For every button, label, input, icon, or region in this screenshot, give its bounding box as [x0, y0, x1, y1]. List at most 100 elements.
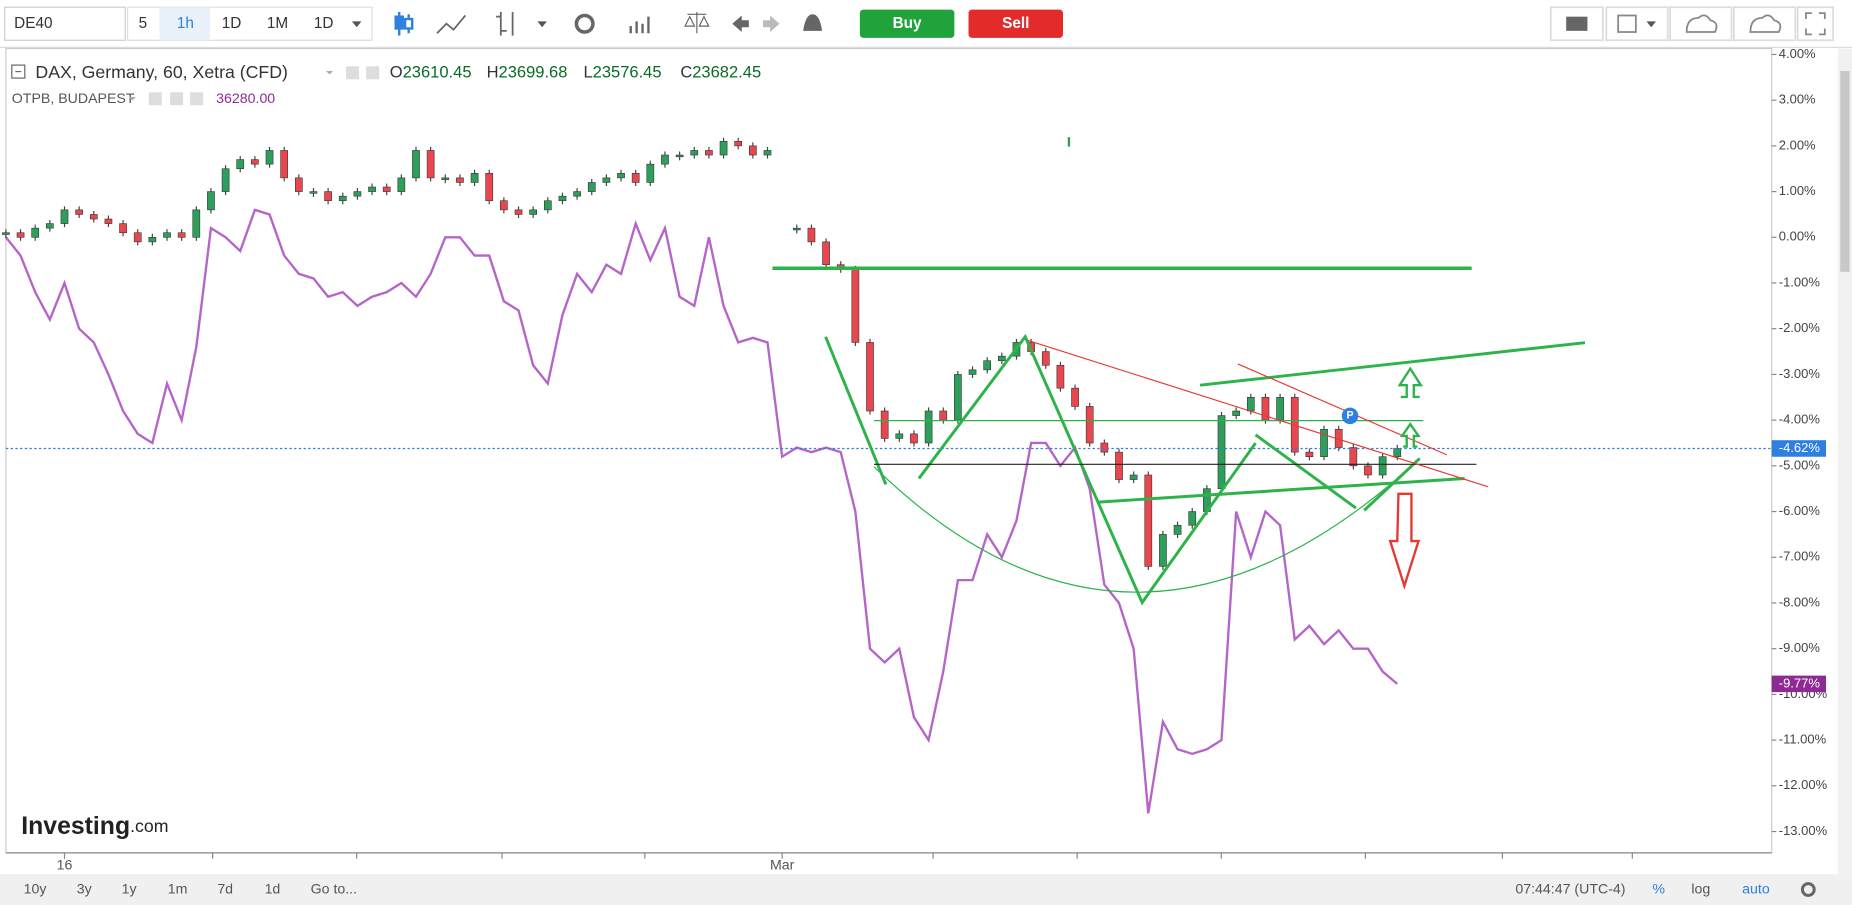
- buy-button[interactable]: [859, 9, 955, 38]
- candle: [500, 200, 508, 211]
- candle: [719, 141, 728, 156]
- interval[interactable]: 1D: [222, 15, 242, 32]
- candle: [177, 232, 186, 238]
- candle: [880, 410, 889, 439]
- range[interactable]: 1m: [168, 881, 188, 897]
- candle: [1159, 534, 1167, 567]
- layout-button[interactable]: [1605, 6, 1669, 42]
- active-interval: [159, 7, 211, 41]
- candle: [46, 223, 54, 229]
- candle: [1100, 442, 1109, 453]
- candle: [1232, 410, 1241, 416]
- undo-icon[interactable]: [732, 15, 749, 33]
- y-tick-label: -1.00%: [1779, 274, 1821, 289]
- candle-type-icon[interactable]: [394, 11, 414, 36]
- y-tick-label: 3.00%: [1779, 92, 1816, 107]
- x-axis-ticks: [212, 852, 1633, 859]
- log-toggle[interactable]: log: [1691, 881, 1710, 897]
- candle: [338, 195, 347, 202]
- candle: [1041, 351, 1050, 366]
- ohlc-item: H23699.68: [487, 63, 568, 82]
- candle: [382, 186, 391, 192]
- camera-button[interactable]: [1549, 6, 1604, 42]
- candle: [192, 209, 201, 238]
- candle: [983, 360, 992, 371]
- candle: [1276, 396, 1284, 421]
- ohlc-value: 23610.45: [403, 63, 472, 82]
- candle: [968, 369, 977, 375]
- candle: [529, 209, 537, 215]
- y-tick-label: -5.00%: [1779, 457, 1821, 472]
- alert-icon[interactable]: [803, 14, 823, 31]
- candle: [31, 227, 40, 238]
- candle: [954, 374, 962, 421]
- candle: [617, 173, 625, 179]
- footer-settings[interactable]: [1800, 882, 1816, 897]
- bar-icon[interactable]: [496, 11, 514, 36]
- dropdown[interactable]: [351, 21, 362, 28]
- interval[interactable]: 1D: [314, 15, 334, 32]
- candle: [792, 227, 801, 231]
- candle: [1378, 456, 1387, 476]
- price-badge-label: -4.62%: [1779, 440, 1821, 455]
- range[interactable]: 1y: [122, 881, 138, 897]
- candle: [763, 150, 772, 156]
- goto[interactable]: Go to...: [311, 881, 357, 897]
- compare-icon[interactable]: [684, 11, 710, 34]
- candle: [646, 163, 655, 183]
- candle: [1144, 474, 1153, 567]
- range[interactable]: 1d: [265, 881, 281, 897]
- percent-toggle[interactable]: %: [1652, 881, 1665, 897]
- y-tick-label: -6.00%: [1779, 503, 1821, 518]
- candle: [163, 232, 171, 238]
- plot-area: [5, 47, 1773, 854]
- logo-brand: Investing: [21, 812, 130, 839]
- candle: [353, 191, 362, 197]
- symbol-input[interactable]: [4, 6, 126, 41]
- save-button[interactable]: [1733, 6, 1797, 42]
- candle: [705, 150, 713, 156]
- interval[interactable]: 1M: [267, 15, 288, 32]
- candle: [602, 177, 611, 183]
- range[interactable]: 3y: [77, 881, 93, 897]
- candle: [148, 237, 157, 243]
- y-tick-label: -13.00%: [1779, 823, 1828, 838]
- candle: [397, 177, 406, 192]
- redo-icon[interactable]: [763, 15, 780, 33]
- settings-icon[interactable]: [574, 13, 595, 34]
- candle: [104, 218, 113, 224]
- y-tick-label: -8.00%: [1779, 594, 1821, 609]
- ohlc-value: 23699.68: [499, 63, 568, 82]
- sell-label: Sell: [1002, 15, 1029, 32]
- sell-button[interactable]: [968, 9, 1064, 38]
- y-tick-label: 1.00%: [1779, 183, 1816, 198]
- candle: [851, 269, 860, 343]
- fullscreen-button[interactable]: [1796, 6, 1834, 42]
- y-tick-label: -2.00%: [1779, 320, 1821, 335]
- candle: [749, 145, 757, 156]
- drawings: P: [772, 137, 1586, 606]
- price-badge: [1771, 440, 1827, 457]
- interval[interactable]: 5: [139, 15, 148, 32]
- studies-icon[interactable]: [629, 16, 650, 34]
- svg-text:P: P: [1346, 410, 1353, 422]
- candle: [294, 177, 303, 192]
- ohlc-key: O: [390, 63, 403, 82]
- compare-name: OTPB, BUDAPEST: [12, 91, 135, 107]
- range[interactable]: 7d: [217, 881, 233, 897]
- footer: [0, 874, 1852, 905]
- series-name: DAX, Germany, 60, Xetra (CFD): [35, 62, 288, 82]
- range[interactable]: 10y: [24, 881, 48, 897]
- candle: [734, 141, 743, 147]
- load-button[interactable]: [1669, 6, 1733, 42]
- interval[interactable]: 1h: [177, 15, 194, 32]
- auto-toggle[interactable]: auto: [1742, 881, 1770, 897]
- indicator-icon[interactable]: [436, 14, 467, 34]
- candle: [543, 200, 552, 211]
- ohlc-item: O23610.45: [390, 63, 472, 82]
- candle: [587, 182, 596, 192]
- y-tick-label: 0.00%: [1779, 229, 1816, 244]
- candle: [1115, 451, 1123, 480]
